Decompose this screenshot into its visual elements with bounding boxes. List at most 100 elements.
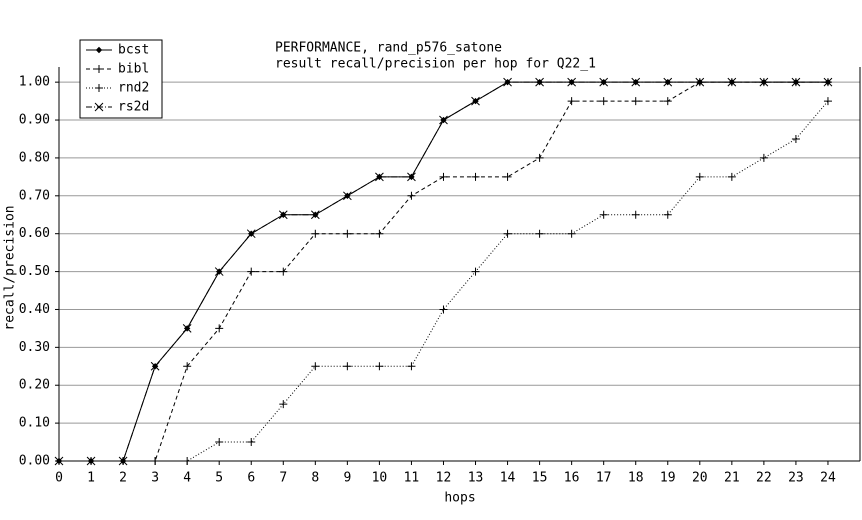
marker	[182, 324, 192, 333]
marker	[343, 191, 352, 201]
marker	[471, 172, 480, 181]
marker	[95, 84, 103, 92]
marker	[94, 102, 104, 112]
x-tick-label: 12	[436, 471, 452, 486]
x-tick-label: 0	[55, 471, 63, 486]
marker	[150, 361, 160, 371]
marker	[759, 153, 768, 162]
x-tick-label: 7	[279, 471, 287, 486]
marker	[791, 77, 801, 87]
legend-label: bibl	[118, 62, 149, 77]
x-tick-label: 18	[628, 471, 644, 486]
x-tick-label: 1	[87, 471, 95, 486]
x-tick-label: 3	[151, 471, 159, 486]
marker	[183, 457, 192, 465]
marker	[407, 191, 416, 200]
marker	[215, 438, 224, 447]
y-tick-label: 0.80	[19, 150, 50, 165]
marker	[599, 210, 608, 219]
marker	[310, 210, 320, 220]
y-tick-label: 0.60	[19, 226, 50, 241]
x-axis-label: hops	[444, 491, 475, 506]
y-tick-label: 0.10	[19, 416, 50, 431]
marker	[118, 456, 128, 466]
marker	[215, 324, 224, 333]
x-tick-label: 10	[372, 471, 388, 486]
marker	[503, 229, 512, 238]
marker	[375, 362, 384, 371]
y-tick-label: 0.30	[19, 340, 50, 355]
x-tick-label: 8	[311, 471, 319, 486]
x-tick-label: 9	[343, 471, 351, 486]
chart-subtitle: result recall/precision per hop for Q22_…	[275, 57, 596, 72]
marker	[95, 46, 103, 54]
marker	[791, 134, 800, 143]
legend-label: rnd2	[118, 81, 149, 96]
marker	[246, 229, 256, 239]
marker	[695, 77, 705, 87]
x-tick-label: 15	[532, 471, 548, 486]
marker	[727, 172, 736, 181]
marker	[247, 267, 256, 276]
marker	[695, 172, 704, 181]
y-axis-label: recall/precision	[3, 205, 18, 330]
marker	[567, 97, 576, 106]
marker	[279, 400, 288, 409]
x-tick-label: 24	[820, 471, 836, 486]
x-tick-label: 13	[468, 471, 484, 486]
marker	[214, 267, 224, 276]
x-tick-label: 22	[756, 471, 772, 486]
marker	[439, 172, 448, 181]
marker	[279, 267, 288, 276]
marker	[535, 229, 544, 238]
y-tick-label: 0.50	[19, 264, 50, 279]
marker	[631, 77, 641, 87]
marker	[631, 210, 640, 219]
marker	[278, 210, 288, 220]
chart-title: PERFORMANCE, rand_p576_satone	[275, 41, 502, 56]
marker	[727, 77, 737, 87]
y-tick-label: 0.20	[19, 378, 50, 393]
marker	[599, 77, 609, 87]
marker	[663, 210, 672, 219]
x-tick-label: 21	[724, 471, 740, 486]
marker	[375, 172, 384, 182]
x-tick-label: 20	[692, 471, 708, 486]
x-tick-label: 17	[596, 471, 612, 486]
x-tick-label: 19	[660, 471, 676, 486]
y-tick-label: 0.90	[19, 113, 50, 128]
marker	[86, 456, 96, 466]
marker	[247, 438, 256, 447]
marker	[343, 229, 352, 238]
marker	[503, 77, 512, 87]
y-tick-label: 1.00	[19, 75, 50, 90]
x-tick-label: 23	[788, 471, 804, 486]
marker	[567, 229, 576, 238]
marker	[599, 97, 608, 106]
marker	[823, 77, 833, 87]
marker	[439, 305, 448, 314]
x-tick-label: 14	[500, 471, 516, 486]
marker	[535, 153, 544, 162]
marker	[343, 362, 352, 371]
y-tick-label: 0.00	[19, 454, 50, 469]
legend-box	[79, 39, 163, 119]
legend-label: bcst	[118, 43, 149, 58]
x-tick-label: 11	[404, 471, 420, 486]
y-tick-label: 0.40	[19, 302, 50, 317]
x-tick-label: 2	[119, 471, 127, 486]
marker	[311, 362, 320, 371]
marker	[823, 97, 832, 106]
marker	[471, 96, 480, 106]
marker	[503, 172, 512, 181]
y-tick-label: 0.70	[19, 188, 50, 203]
marker	[631, 97, 640, 106]
marker	[151, 457, 160, 465]
marker	[311, 229, 320, 238]
x-tick-label: 4	[183, 471, 191, 486]
marker	[407, 172, 416, 182]
marker	[535, 77, 544, 87]
marker	[95, 65, 103, 73]
marker	[567, 77, 576, 87]
